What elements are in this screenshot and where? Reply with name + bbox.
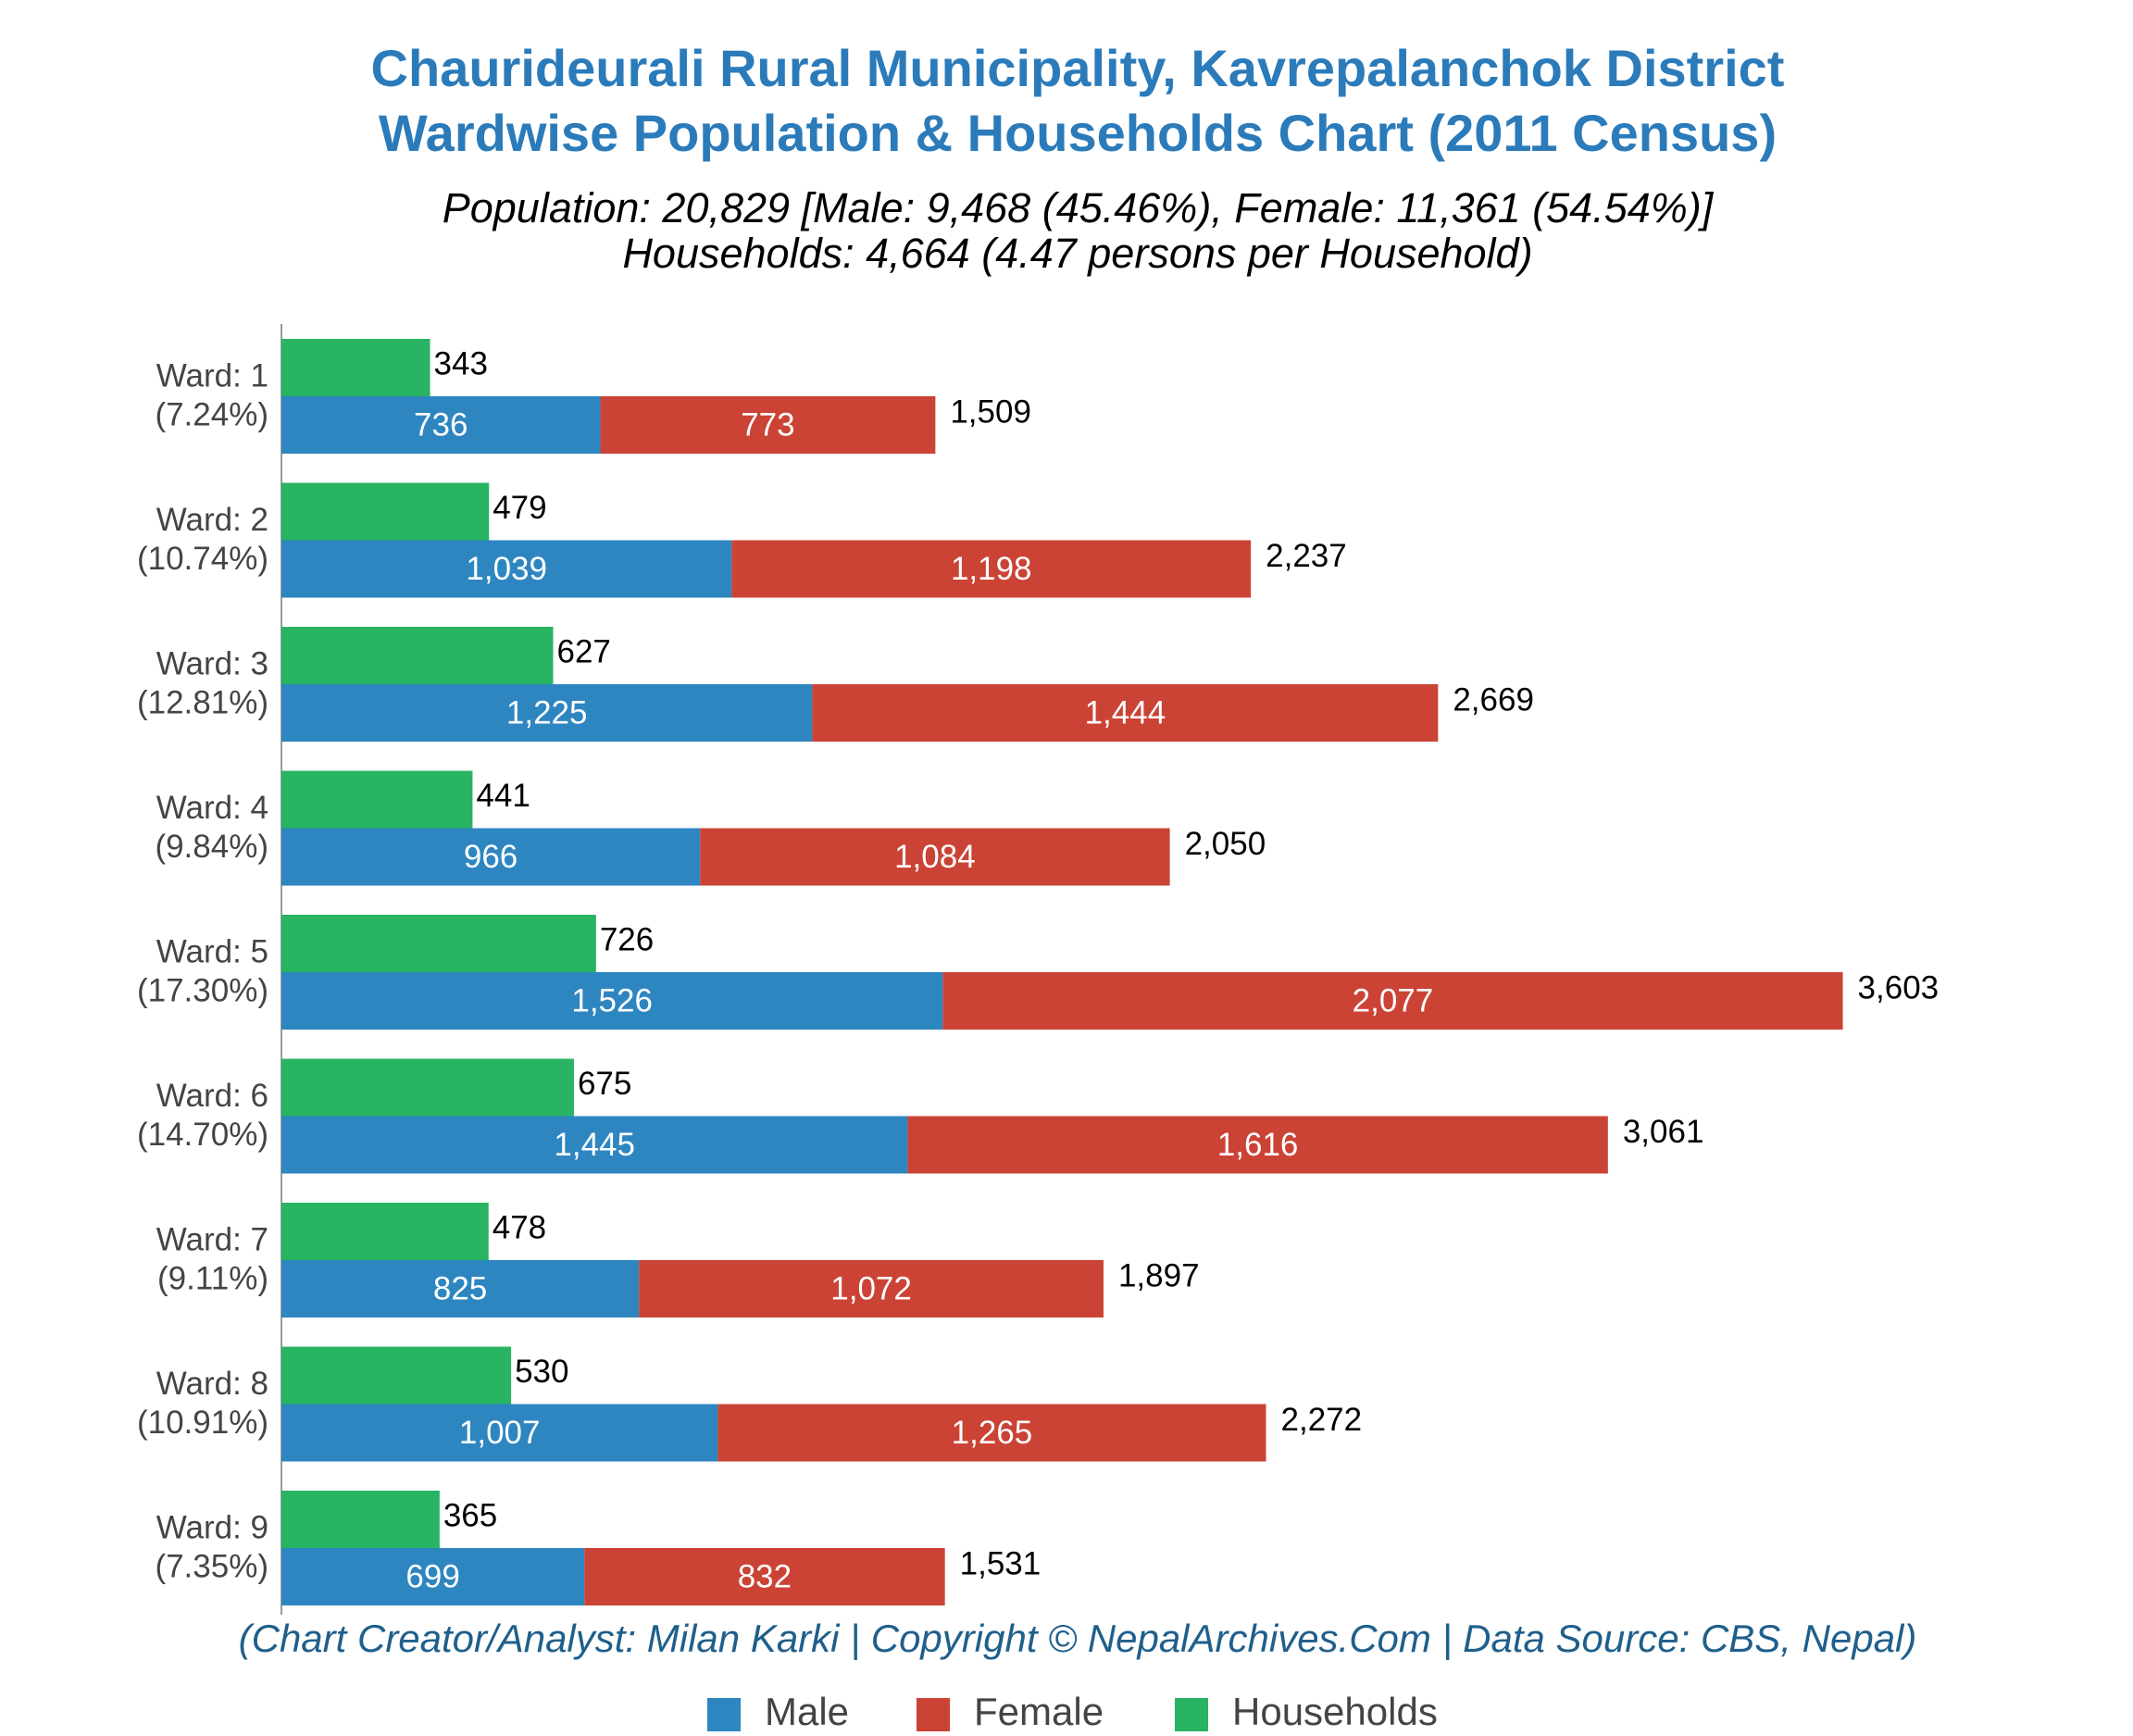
legend-swatch [917,1698,950,1731]
data-label: 699 [405,1558,459,1594]
legend-swatch [1175,1698,1208,1731]
data-label: 832 [738,1558,792,1594]
legend-label: Female [974,1690,1104,1731]
data-label: 966 [464,839,518,875]
total-label: 1,897 [1118,1257,1200,1293]
data-label: 2,077 [1353,982,1434,1018]
y-tick-label: Ward: 7 [156,1221,268,1257]
total-label: 2,272 [1281,1402,1363,1438]
data-label: 479 [493,490,546,526]
y-tick-label: Ward: 4 [156,790,268,826]
data-label: 1,265 [952,1415,1033,1451]
y-tick-sublabel: (9.11%) [157,1260,268,1296]
bar [281,770,473,829]
chart-subtitle: Households: 4,664 (4.47 persons per Hous… [622,230,1532,277]
y-tick-sublabel: (10.91%) [137,1405,268,1441]
chart-title: Wardwise Population & Households Chart (… [379,104,1777,162]
y-tick-sublabel: (7.24%) [155,396,268,432]
total-label: 3,061 [1623,1114,1704,1150]
bar [281,1548,585,1605]
bar [281,1203,489,1260]
y-tick-label: Ward: 6 [156,1078,268,1114]
source-note: (Chart Creator/Analyst: Milan Karki | Co… [239,1617,1917,1661]
legend-swatch [707,1698,741,1731]
data-label: 627 [556,633,610,669]
bar [281,1260,640,1318]
total-label: 2,237 [1266,538,1347,574]
data-label: 1,444 [1085,694,1166,731]
y-tick-sublabel: (10.74%) [137,541,268,577]
legend-label: Male [765,1690,849,1731]
total-label: 2,050 [1185,826,1266,862]
y-tick-sublabel: (9.84%) [155,829,268,865]
bar [281,1346,512,1405]
y-tick-label: Ward: 9 [156,1509,268,1545]
bar [812,684,1439,742]
bar [600,396,936,454]
legend-label: Households [1232,1690,1438,1731]
bar [281,972,943,1030]
chart-title: Chaurideurali Rural Municipality, Kavrep… [371,39,1785,97]
data-label: 478 [493,1209,546,1245]
data-label: 441 [476,778,530,814]
bar [281,1404,718,1462]
y-tick-sublabel: (17.30%) [137,972,268,1008]
data-label: 825 [433,1270,487,1306]
bar [907,1116,1608,1174]
chart-subtitle: Population: 20,829 [Male: 9,468 (45.46%)… [443,184,1715,231]
data-label: 1,225 [506,694,588,731]
data-label: 1,084 [894,839,976,875]
data-label: 530 [515,1354,568,1390]
data-label: 675 [578,1066,631,1102]
data-label: 1,039 [466,551,547,587]
bar [281,1491,440,1548]
total-label: 2,669 [1453,681,1534,718]
bar [281,540,732,598]
data-label: 773 [741,406,794,443]
y-tick-label: Ward: 1 [156,357,268,393]
total-label: 1,531 [960,1545,1042,1581]
y-tick-label: Ward: 3 [156,645,268,681]
data-label: 1,072 [830,1270,912,1306]
bar [639,1260,1104,1318]
bar [281,482,490,541]
bar [281,828,701,886]
y-tick-label: Ward: 5 [156,933,268,969]
bar [281,627,554,684]
y-tick-label: Ward: 8 [156,1366,268,1402]
bar [281,684,813,742]
data-label: 365 [443,1497,497,1533]
total-label: 3,603 [1858,969,1940,1005]
bar [584,1548,945,1605]
bar [281,915,596,972]
bar [281,396,601,454]
y-tick-sublabel: (12.81%) [137,684,268,720]
bar [717,1404,1266,1462]
data-label: 343 [434,345,488,381]
bar [942,972,1843,1030]
data-label: 1,007 [459,1415,541,1451]
bar [281,339,430,396]
bar [281,1116,908,1174]
y-tick-label: Ward: 2 [156,502,268,538]
bar [731,540,1252,598]
data-label: 1,198 [951,551,1032,587]
total-label: 1,509 [950,393,1031,430]
data-label: 1,445 [554,1127,635,1163]
data-label: 726 [600,921,654,957]
bar [281,1058,574,1117]
y-tick-sublabel: (14.70%) [137,1117,268,1153]
y-tick-sublabel: (7.35%) [155,1548,268,1584]
data-label: 1,526 [571,982,653,1018]
data-label: 736 [414,406,468,443]
bar [700,828,1170,886]
data-label: 1,616 [1217,1127,1299,1163]
